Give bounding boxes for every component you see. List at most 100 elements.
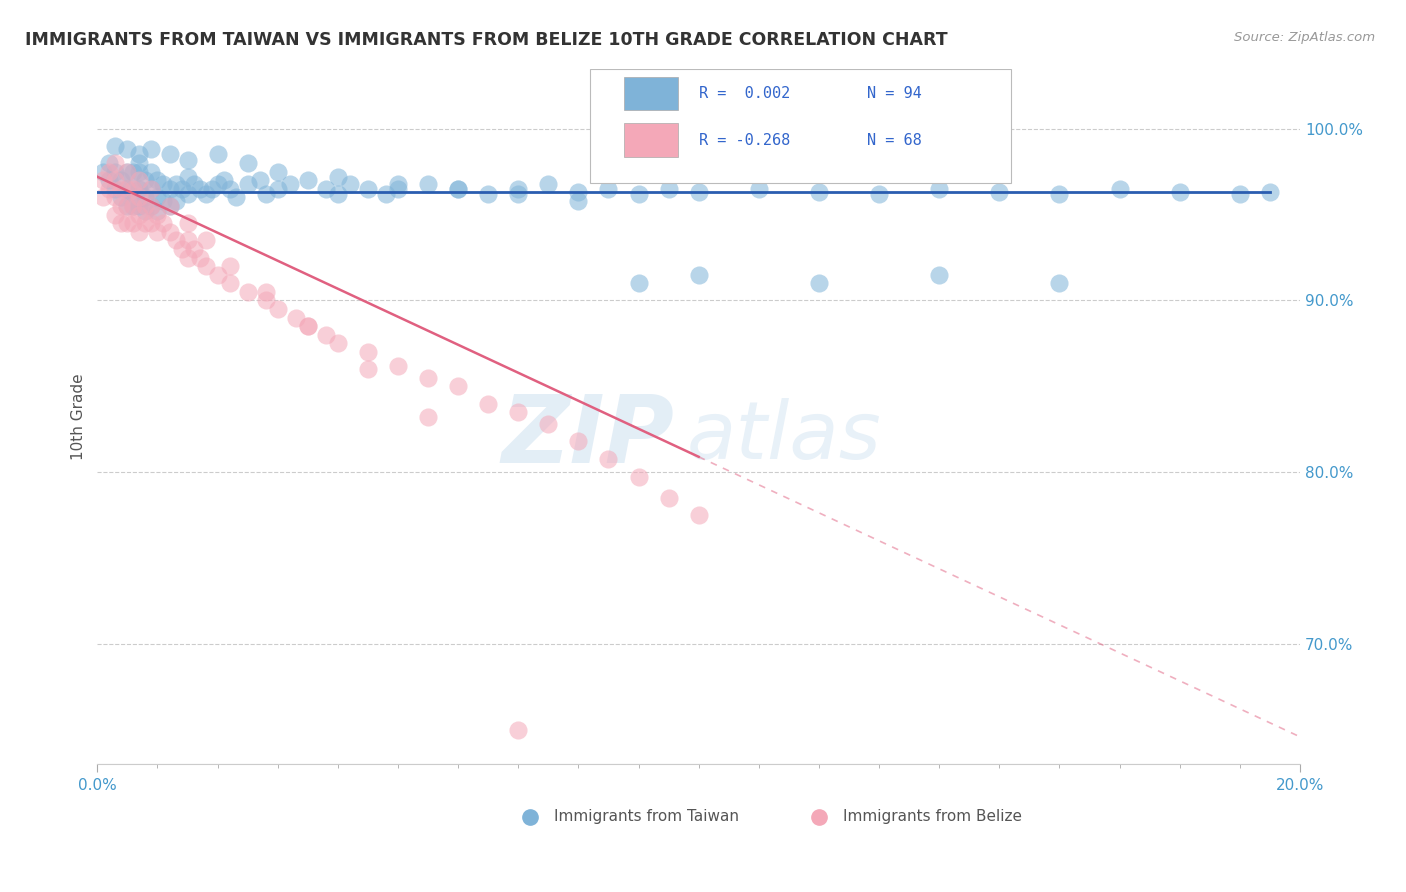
Point — [508, 182, 530, 196]
Point — [159, 225, 181, 239]
Point — [134, 216, 156, 230]
Point — [165, 233, 187, 247]
Point — [93, 173, 115, 187]
Point — [128, 225, 150, 239]
Point — [194, 259, 217, 273]
Point — [1049, 186, 1071, 201]
Point — [236, 177, 259, 191]
Point — [141, 142, 163, 156]
Point — [117, 199, 139, 213]
Point — [1108, 182, 1130, 196]
Point — [141, 182, 163, 196]
Point — [110, 182, 132, 196]
Point — [254, 293, 277, 308]
Point — [236, 285, 259, 299]
Point — [104, 182, 127, 196]
Point — [375, 186, 398, 201]
Point — [267, 164, 290, 178]
Point — [326, 186, 349, 201]
Point — [146, 204, 169, 219]
Point — [141, 182, 163, 196]
Point — [868, 186, 890, 201]
Point — [93, 190, 115, 204]
Point — [146, 173, 169, 187]
Point — [267, 301, 290, 316]
Point — [188, 251, 211, 265]
Point — [807, 185, 830, 199]
Point — [176, 216, 198, 230]
Point — [93, 164, 115, 178]
Y-axis label: 10th Grade: 10th Grade — [72, 373, 86, 459]
Point — [278, 177, 301, 191]
Point — [146, 190, 169, 204]
Point — [110, 173, 132, 187]
Point — [128, 164, 150, 178]
Point — [152, 177, 174, 191]
Point — [567, 434, 589, 449]
Text: ZIP: ZIP — [502, 392, 675, 483]
Point — [170, 242, 193, 256]
Text: Source: ZipAtlas.com: Source: ZipAtlas.com — [1234, 31, 1375, 45]
Point — [128, 173, 150, 187]
Point — [117, 182, 139, 196]
Point — [159, 147, 181, 161]
Point — [688, 508, 710, 523]
Point — [748, 182, 770, 196]
Point — [98, 182, 121, 196]
Point — [104, 190, 127, 204]
Point — [567, 185, 589, 199]
Point — [284, 310, 307, 325]
Point — [183, 242, 205, 256]
Point — [315, 182, 337, 196]
Point — [249, 173, 271, 187]
Point — [627, 470, 650, 484]
Point — [165, 194, 187, 208]
Point — [447, 182, 470, 196]
Point — [315, 327, 337, 342]
Point — [188, 182, 211, 196]
Point — [176, 186, 198, 201]
Point — [159, 199, 181, 213]
Point — [598, 182, 620, 196]
Point — [128, 199, 150, 213]
Point — [416, 371, 439, 385]
Point — [254, 285, 277, 299]
Point — [508, 405, 530, 419]
Point — [447, 379, 470, 393]
Point — [297, 319, 319, 334]
Point — [110, 199, 132, 213]
Point — [128, 156, 150, 170]
Point — [141, 164, 163, 178]
Point — [207, 268, 229, 282]
Point — [183, 177, 205, 191]
Point — [194, 233, 217, 247]
Point — [117, 164, 139, 178]
Point — [688, 185, 710, 199]
Point — [928, 268, 950, 282]
Text: R =  0.002: R = 0.002 — [699, 86, 790, 101]
Point — [128, 147, 150, 161]
Point — [508, 723, 530, 737]
Point — [117, 142, 139, 156]
Point — [122, 199, 145, 213]
Point — [146, 208, 169, 222]
Point — [104, 138, 127, 153]
Point — [387, 177, 409, 191]
Point — [141, 199, 163, 213]
Point — [658, 182, 681, 196]
Point — [357, 362, 380, 376]
Point — [218, 259, 240, 273]
Point — [537, 177, 560, 191]
Point — [688, 268, 710, 282]
Point — [212, 173, 235, 187]
Point — [176, 233, 198, 247]
Point — [567, 194, 589, 208]
Point — [104, 164, 127, 178]
Point — [134, 204, 156, 219]
Point — [988, 185, 1011, 199]
Point — [387, 182, 409, 196]
Point — [201, 182, 224, 196]
Point — [225, 190, 247, 204]
Text: Immigrants from Taiwan: Immigrants from Taiwan — [554, 809, 740, 824]
Point — [218, 182, 240, 196]
